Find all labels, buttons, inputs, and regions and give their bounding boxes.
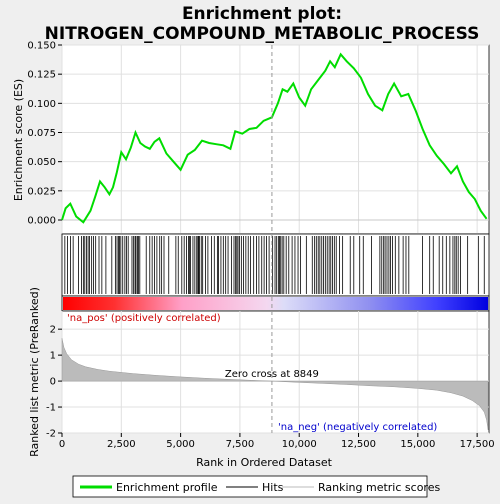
x-tick-label: 15,000 — [400, 439, 435, 450]
legend-profile-label: Enrichment profile — [116, 481, 218, 494]
x-tick-label: 10,000 — [282, 439, 317, 450]
es-tick-label: 0.075 — [27, 128, 56, 139]
metric-tick-label: 2 — [50, 325, 56, 336]
zero-cross-label: Zero cross at 8849 — [225, 369, 319, 380]
x-tick-label: 12,500 — [341, 439, 376, 450]
metric-tick-label: 0 — [50, 377, 56, 388]
es-tick-label: 0.000 — [27, 216, 56, 227]
x-axis-label: Rank in Ordered Dataset — [196, 456, 333, 469]
x-tick-label: 17,500 — [460, 439, 495, 450]
x-tick-label: 0 — [59, 439, 65, 450]
chart-title: Enrichment plot: — [182, 4, 342, 24]
es-tick-label: 0.025 — [27, 186, 56, 197]
es-axis-ticks: 0.000 0.025 0.050 0.075 0.100 0.125 0.150 — [27, 41, 62, 227]
legend-hits-label: Hits — [262, 481, 284, 494]
legend-metric-label: Ranking metric scores — [318, 481, 440, 494]
rank-color-gradient — [63, 297, 489, 310]
metric-tick-label: -1 — [46, 403, 56, 414]
es-tick-label: 0.125 — [27, 70, 56, 81]
metric-tick-label: -2 — [46, 429, 56, 440]
x-tick-label: 2,500 — [107, 439, 136, 450]
es-tick-label: 0.050 — [27, 157, 56, 168]
x-tick-label: 5,000 — [166, 439, 195, 450]
pos-correlated-label: 'na_pos' (positively correlated) — [67, 313, 221, 324]
metric-tick-label: 1 — [50, 351, 56, 362]
es-panel — [61, 44, 490, 235]
es-tick-label: 0.150 — [27, 41, 56, 52]
x-tick-label: 7,500 — [226, 439, 255, 450]
enrichment-profile-line — [61, 52, 488, 224]
metric-axis-label: Ranked list metric (PreRanked) — [28, 287, 41, 457]
es-tick-label: 0.100 — [27, 99, 56, 110]
hits-panel — [61, 233, 490, 297]
es-axis-label: Enrichment score (ES) — [12, 79, 25, 201]
chart-subtitle: NITROGEN_COMPOUND_METABOLIC_PROCESS — [45, 24, 480, 44]
legend: Enrichment profile Hits Ranking metric s… — [72, 475, 440, 498]
metric-axis-ticks: -2 -1 0 1 2 — [46, 325, 62, 440]
hits-marks — [64, 236, 485, 294]
ranking-metric-area — [61, 338, 489, 430]
es-gridlines — [61, 44, 489, 234]
neg-correlated-label: 'na_neg' (negatively correlated) — [278, 422, 437, 433]
x-axis-ticks: 0 2,500 5,000 7,500 10,000 12,500 15,000 17,500 — [59, 433, 495, 450]
